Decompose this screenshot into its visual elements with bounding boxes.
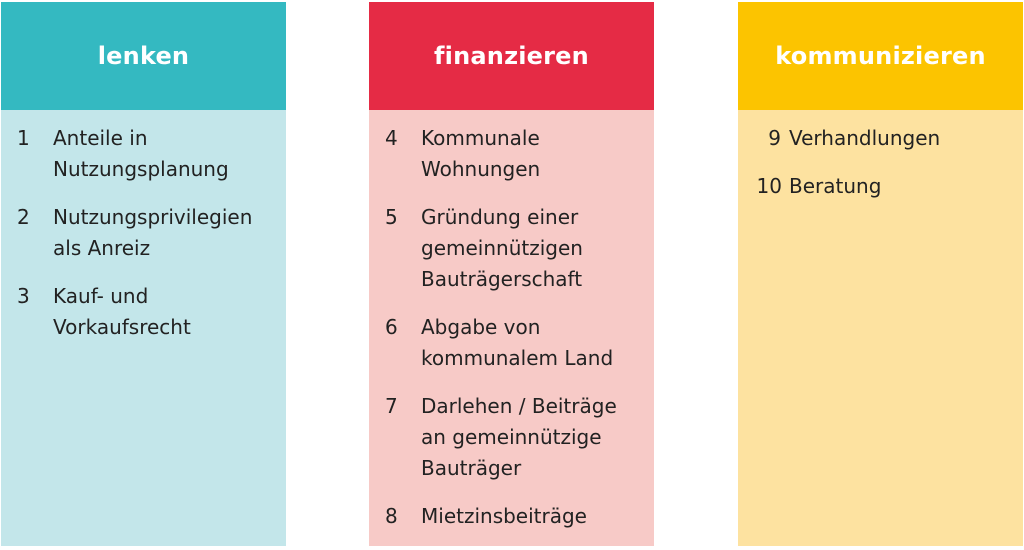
item-number: 8 [385, 504, 398, 528]
item-number: 1 [17, 126, 30, 150]
column-lenken: lenken 1 Anteile in Nutzungsplanung 2 Nu… [1, 2, 286, 546]
column-finanzieren: finanzieren 4 Kommunale Wohnungen 5 Grün… [369, 2, 654, 546]
item-number: 7 [385, 394, 398, 418]
list-item: 10 Beratung [738, 171, 1023, 202]
item-number: 4 [385, 126, 398, 150]
list-item: 3 Kauf- und Vorkaufsrecht [1, 281, 286, 343]
list-item: 8 Mietzinsbeiträge [369, 501, 654, 532]
item-text: Beratung [789, 174, 882, 198]
item-text: Kauf- und Vorkaufsrecht [53, 284, 191, 339]
column-body-kommunizieren: 9 Verhandlungen 10 Beratung [738, 110, 1023, 546]
column-title: lenken [97, 42, 190, 70]
item-text: Gründung einer gemeinnützigen Bauträgers… [421, 205, 583, 291]
column-title: kommunizieren [775, 42, 986, 70]
item-text: Darlehen / Beiträge an gemeinnützige Bau… [421, 394, 617, 480]
column-header-finanzieren: finanzieren [369, 2, 654, 110]
list-item: 6 Abgabe von kommunalem Land [369, 312, 654, 374]
list-item: 7 Darlehen / Beiträge an gemeinnützige B… [369, 391, 654, 484]
column-kommunizieren: kommunizieren 9 Verhandlungen 10 Beratun… [738, 2, 1023, 546]
item-number: 10 [756, 174, 782, 198]
column-title: finanzieren [434, 42, 589, 70]
list-item: 4 Kommunale Wohnungen [369, 123, 654, 185]
item-number: 2 [17, 205, 30, 229]
column-header-kommunizieren: kommunizieren [738, 2, 1023, 110]
item-number: 5 [385, 205, 398, 229]
item-text: Anteile in Nutzungsplanung [53, 126, 229, 181]
item-number: 3 [17, 284, 30, 308]
list-item: 9 Verhandlungen [738, 123, 1023, 154]
column-header-lenken: lenken [1, 2, 286, 110]
item-text: Kommunale Wohnungen [421, 126, 541, 181]
list-item: 5 Gründung einer gemeinnützigen Bauträge… [369, 202, 654, 295]
item-number: 9 [768, 126, 781, 150]
column-body-lenken: 1 Anteile in Nutzungsplanung 2 Nutzungsp… [1, 110, 286, 546]
item-text: Mietzinsbeiträge [421, 504, 587, 528]
column-body-finanzieren: 4 Kommunale Wohnungen 5 Gründung einer g… [369, 110, 654, 546]
item-text: Verhandlungen [789, 126, 941, 150]
list-item: 1 Anteile in Nutzungsplanung [1, 123, 266, 185]
item-text: Nutzungsprivilegien als Anreiz [53, 205, 253, 260]
item-number: 6 [385, 315, 398, 339]
item-text: Abgabe von kommunalem Land [421, 315, 614, 370]
list-item: 2 Nutzungsprivilegien als Anreiz [1, 202, 286, 264]
